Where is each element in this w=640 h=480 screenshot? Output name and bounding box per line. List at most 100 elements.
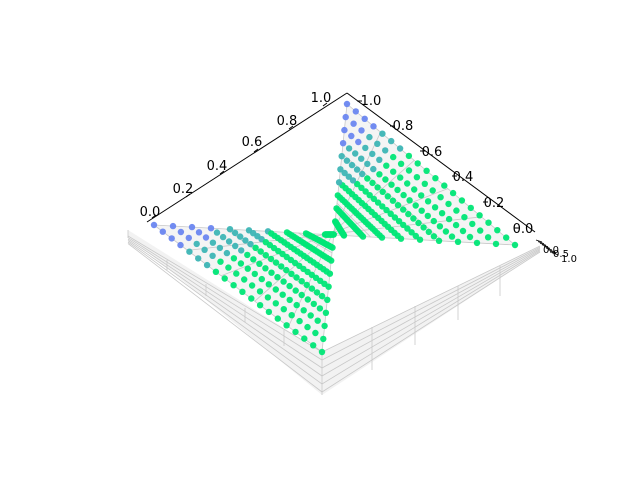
scatter-point: [226, 226, 234, 233]
scatter-point: [449, 189, 457, 197]
tick-labels: 0.00.20.40.60.81.0 1.00.80.60.40.20.00.00…: [140, 91, 577, 265]
scatter-point: [307, 312, 314, 319]
scatter-point: [345, 145, 353, 152]
scatter-point: [308, 285, 316, 292]
scatter-point: [283, 266, 290, 274]
scatter-point: [186, 248, 193, 255]
scatter-point: [286, 282, 293, 290]
scatter-point: [389, 197, 397, 204]
scatter-point: [188, 223, 196, 231]
scatter-point: [412, 232, 419, 240]
x-tick-label: 0.8: [277, 114, 298, 129]
scatter-point: [445, 200, 452, 208]
scatter-point: [303, 281, 310, 289]
z-tick-label: 1.0: [561, 254, 577, 265]
scatter-point: [230, 282, 237, 289]
scatter-point: [469, 220, 476, 228]
scatter-point: [349, 177, 357, 184]
scatter-point: [195, 229, 203, 236]
scatter-point: [429, 187, 436, 194]
scatter-point: [415, 219, 422, 227]
floor-line: [321, 249, 541, 377]
scatter-point: [492, 240, 500, 248]
scatter-point: [418, 207, 425, 214]
scatter-point: [203, 261, 211, 269]
z-tick-mark: [551, 252, 559, 256]
scatter-point: [248, 282, 256, 289]
scatter-point: [453, 207, 460, 214]
scatter-point: [359, 170, 366, 178]
scatter-point: [209, 239, 217, 246]
scatter-point: [232, 242, 239, 250]
scatter-point: [405, 167, 413, 174]
scatter-point: [322, 309, 330, 316]
z-tick-mark: [543, 246, 551, 249]
scatter-point: [298, 291, 305, 299]
scatter-point: [511, 241, 519, 249]
scatter-point: [454, 238, 462, 245]
scatter-point: [420, 224, 427, 231]
scatter-point: [278, 263, 285, 270]
scatter-point: [410, 215, 417, 222]
scatter-point: [316, 305, 324, 312]
y-tick-label: 1.0: [361, 94, 382, 109]
scatter-point: [279, 291, 286, 298]
scatter-point: [283, 322, 290, 329]
scatter-point: [424, 212, 431, 220]
x-tick-label: 0.6: [242, 135, 263, 150]
scatter-point: [366, 133, 373, 141]
scatter-point: [342, 113, 349, 121]
scatter-point: [390, 168, 397, 175]
scatter-point: [177, 241, 184, 249]
scatter-point: [150, 221, 158, 229]
scatter-point: [292, 287, 299, 294]
scatter-point: [394, 202, 402, 209]
scatter-point: [169, 222, 177, 230]
scatter-point: [335, 179, 343, 186]
scatter-point: [397, 174, 404, 181]
scatter-point: [262, 265, 269, 272]
scatter-point: [318, 348, 326, 356]
floor-line: [127, 235, 323, 353]
scatter-point: [244, 251, 251, 259]
z-tick-mark: [547, 249, 555, 252]
scatter-point: [395, 218, 403, 225]
scatter-point: [233, 270, 240, 277]
scatter-point: [217, 258, 224, 265]
scatter-point: [430, 217, 437, 225]
z-tick-mark: [539, 242, 547, 246]
scatter-point: [370, 195, 378, 203]
scatter-point: [348, 132, 355, 140]
scatter-point: [304, 296, 311, 303]
scatter-point: [396, 145, 404, 152]
x-tick-label: 1.0: [311, 91, 332, 106]
z-tick-mark: [541, 244, 549, 248]
scatter-point: [388, 137, 395, 145]
x-tick-mark: [185, 193, 191, 198]
floor-line: [321, 250, 541, 385]
scatter-point: [461, 214, 468, 221]
scatter-point: [476, 212, 483, 219]
floor-line: [321, 248, 541, 369]
scatter-point: [296, 317, 303, 325]
scatter-point: [458, 197, 466, 204]
scatter-point: [406, 197, 413, 204]
x-tick-mark: [322, 102, 328, 107]
scatter-point: [314, 317, 321, 324]
scatter-point: [376, 171, 383, 178]
z-tick-mark: [545, 247, 553, 251]
scatter-point: [272, 259, 280, 266]
data-points: [150, 100, 519, 356]
scatter-point: [364, 160, 371, 168]
grid-line-x: [336, 202, 371, 238]
z-tick-mark: [537, 241, 545, 244]
x-tick-label: 0.0: [140, 205, 161, 220]
z-tick-mark: [549, 250, 557, 254]
scatter-point: [473, 239, 481, 247]
scatter-point: [358, 127, 365, 134]
scatter-point: [238, 247, 245, 254]
scatter-point: [436, 223, 444, 230]
scatter-point: [244, 265, 251, 272]
scatter-point: [431, 204, 439, 211]
scatter-point: [256, 260, 263, 267]
